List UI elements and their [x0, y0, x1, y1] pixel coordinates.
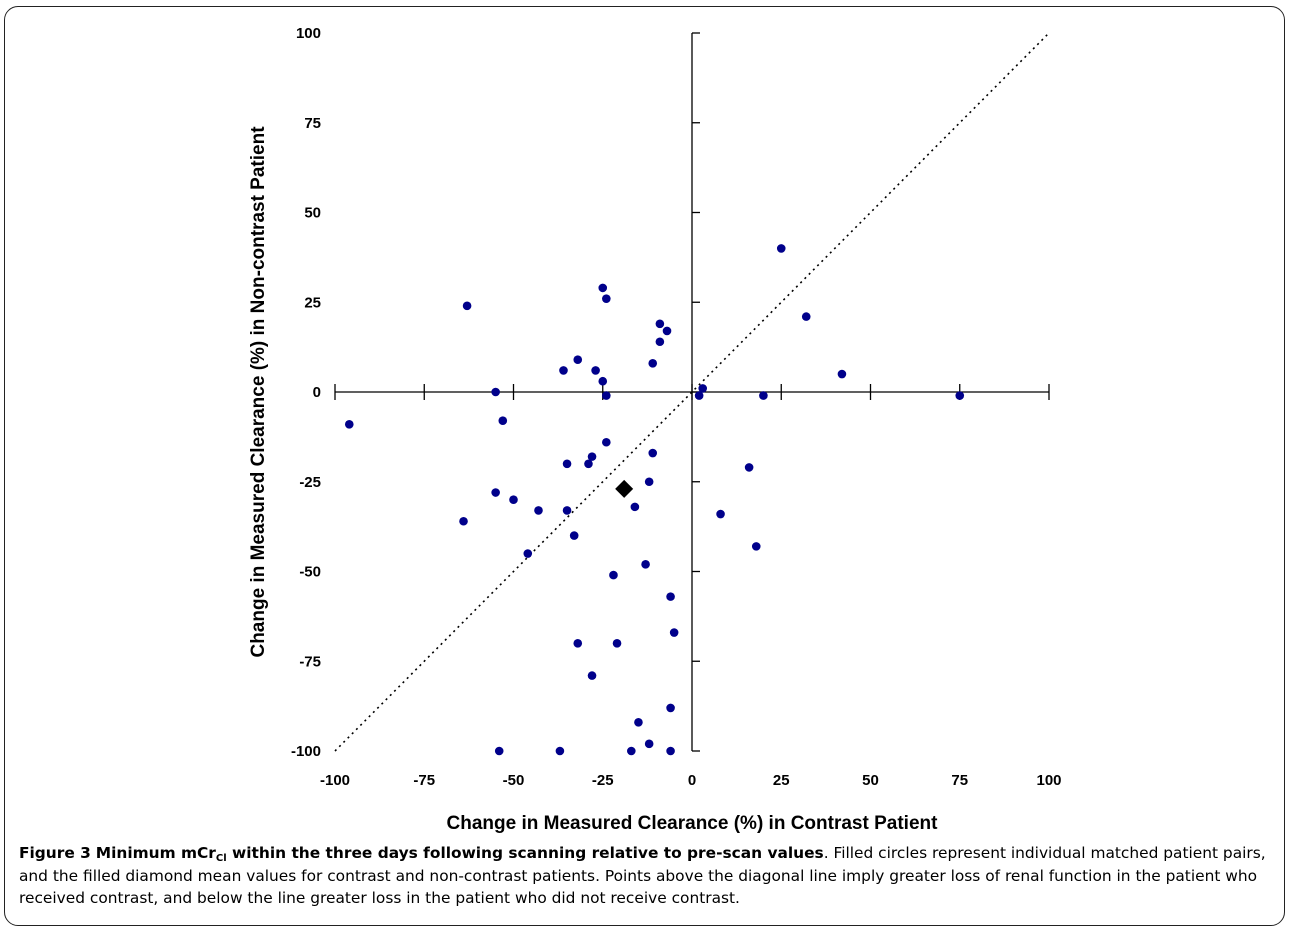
data-point [609, 570, 618, 580]
data-point [694, 391, 704, 400]
data-point [523, 549, 533, 558]
data-point [573, 355, 583, 364]
y-tick-label: 25 [304, 294, 321, 311]
diagonal-reference-line [334, 32, 1050, 752]
diagonal-reference-line-layer [334, 32, 1050, 752]
data-point [666, 703, 675, 713]
axes [334, 32, 1050, 752]
data-point [498, 416, 508, 426]
data-point [648, 448, 658, 458]
x-tick-label: 50 [862, 772, 879, 789]
x-tick-label: -75 [413, 772, 435, 789]
y-tick-label: -50 [299, 564, 321, 581]
tick-labels: -100 -75 -50 -25 0 25 50 75 100 100 75 50 25 0 -25 -50 -… [291, 25, 1062, 789]
y-axis-title: Change in Measured Clearance (%) in Non-… [248, 126, 269, 658]
data-point [669, 628, 679, 637]
x-tick-label: -100 [320, 772, 350, 789]
x-tick-label: 0 [688, 772, 696, 789]
data-point [759, 391, 768, 400]
data-point [655, 319, 665, 329]
data-point [955, 391, 965, 400]
y-tick-label: 0 [313, 384, 321, 401]
data-point [555, 746, 565, 756]
data-point [587, 452, 597, 461]
caption-title-post: within the three days following scanning… [226, 844, 824, 862]
data-point [598, 283, 608, 293]
data-point [591, 366, 600, 375]
figure-frame [4, 6, 1285, 926]
data-point [666, 592, 675, 601]
data-point [655, 337, 665, 347]
data-point [562, 459, 572, 469]
x-tick-label: -50 [503, 772, 525, 789]
data-point [584, 459, 593, 469]
caption-body: . Filled circles represent individual ma… [19, 844, 1266, 907]
data-point [494, 746, 504, 756]
data-point [573, 639, 583, 648]
x-tick-label: -25 [592, 772, 614, 789]
mean-diamond-point [615, 479, 634, 498]
data-point [627, 746, 636, 756]
caption-title-subscript: Cl [215, 853, 227, 864]
data-point [641, 560, 650, 569]
caption-title: Minimum mCrCl within the three days foll… [95, 844, 824, 864]
data-point [602, 294, 611, 303]
data-point [569, 531, 579, 540]
data-point [776, 244, 786, 253]
data-point [602, 437, 611, 447]
data-point [344, 420, 354, 429]
data-point [666, 746, 675, 756]
y-tick-label: 75 [304, 115, 321, 132]
data-points [344, 244, 965, 756]
y-tick-label: 100 [296, 25, 321, 42]
data-point [587, 671, 597, 680]
caption-figure-label: Figure 3 [19, 844, 91, 862]
x-tick-label: 75 [951, 772, 968, 789]
data-point [509, 495, 518, 505]
data-point [837, 369, 847, 379]
data-point [644, 739, 654, 749]
data-point [534, 506, 543, 515]
x-axis-title: Change in Measured Clearance (%) in Cont… [447, 813, 939, 834]
data-point [602, 391, 611, 400]
y-tick-label: -100 [291, 743, 321, 760]
data-point [559, 366, 568, 375]
data-point [612, 639, 622, 648]
data-point [648, 358, 658, 368]
data-point [491, 488, 500, 497]
data-point [634, 717, 643, 727]
data-point [462, 301, 472, 311]
data-point [698, 384, 708, 393]
data-point [801, 312, 811, 321]
data-point [562, 506, 572, 515]
y-tick-label: 50 [304, 205, 321, 222]
y-tick-label: -25 [299, 474, 321, 491]
scatter-chart: -100 -75 -50 -25 0 25 50 75 100 100 75 50 25 0 -25 -50 -… [248, 25, 1062, 834]
data-point [751, 542, 761, 551]
x-tick-label: 100 [1036, 772, 1061, 789]
data-point [716, 509, 725, 519]
caption-title-pre: Minimum mCr [95, 844, 216, 862]
figure-caption: Figure 3 Minimum mCrCl within the three … [19, 842, 1275, 910]
data-point [662, 326, 672, 336]
data-point [491, 387, 500, 397]
x-tick-label: 25 [773, 772, 790, 789]
data-point [744, 463, 754, 472]
data-point [644, 477, 654, 487]
data-point [630, 502, 640, 512]
y-tick-label: -75 [299, 653, 321, 670]
data-point [598, 376, 608, 386]
data-point [459, 516, 468, 526]
